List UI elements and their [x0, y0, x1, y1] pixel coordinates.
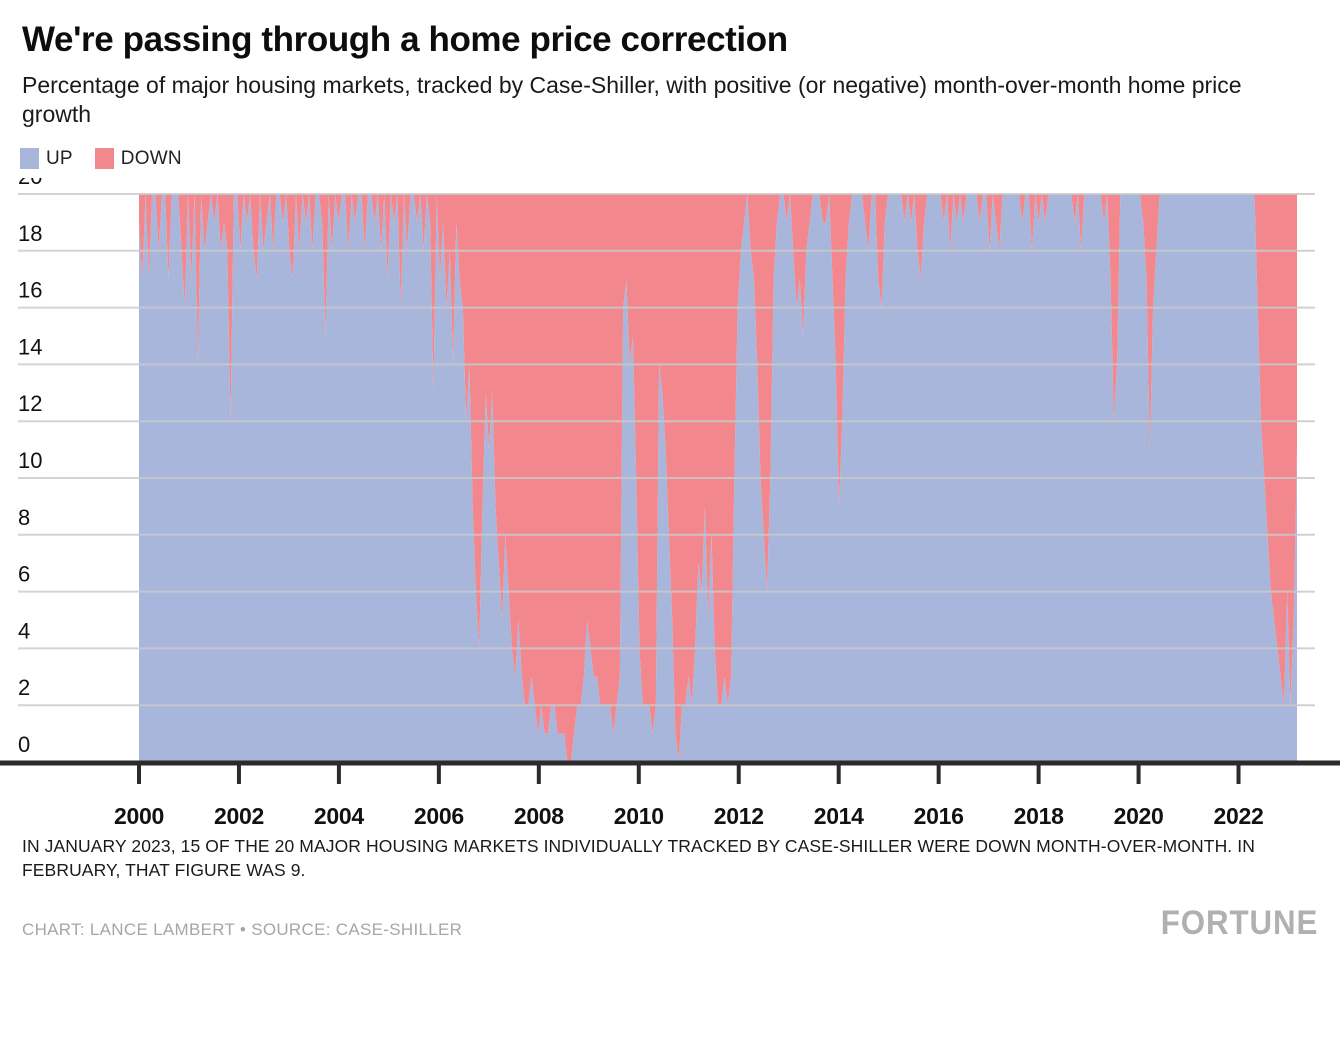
- y-axis-tick-label: 18: [18, 220, 42, 245]
- y-axis-tick-label: 6: [18, 561, 30, 586]
- stacked-area-chart: 0 2 4 6 8 10 12 14 16 18 20 2000 2002 2004 2006 2008 201…: [0, 178, 1340, 828]
- legend-item-down[interactable]: DOWN: [94, 147, 182, 170]
- chart-root: 0 2 4 6 8 10 12 14 16 18 20 2000 2002 2004 2006 2008 201…: [0, 178, 1340, 828]
- chart-header: We're passing through a home price corre…: [0, 0, 1340, 130]
- chart-area: 0 2 4 6 8 10 12 14 16 18 20 2000 2002 2004 2006 2008 201…: [0, 178, 1340, 828]
- y-axis-tick-label: 12: [18, 391, 42, 416]
- x-axis-tick-label: 2004: [314, 803, 364, 828]
- chart-legend: UP DOWN: [0, 130, 1340, 170]
- area-series-up: [139, 193, 1297, 762]
- x-axis-tick-label: 2010: [614, 803, 664, 828]
- x-axis-tick-label: 2000: [114, 803, 164, 828]
- x-axis-tick-label: 2008: [514, 803, 564, 828]
- y-axis-tick-label: 8: [18, 504, 30, 529]
- x-axis-tick-label: 2020: [1114, 803, 1164, 828]
- y-axis-tick-label: 10: [18, 448, 42, 473]
- y-axis-tick-label: 20: [18, 178, 42, 189]
- y-axis-tick-label: 4: [18, 618, 30, 643]
- legend-label: DOWN: [120, 147, 182, 169]
- chart-footnote: IN JANUARY 2023, 15 OF THE 20 MAJOR HOUS…: [22, 835, 1255, 881]
- page-title: We're passing through a home price corre…: [22, 20, 788, 59]
- fortune-logo: FORTUNE: [1160, 904, 1318, 943]
- y-axis-tick-label: 14: [18, 334, 42, 359]
- x-axis-tick-label: 2018: [1014, 803, 1064, 828]
- y-axis-tick-label: 0: [18, 732, 30, 757]
- legend-swatch-down-icon: [94, 148, 114, 170]
- legend-swatch-up-icon: [20, 148, 39, 170]
- chart-subtitle: Percentage of major housing markets, tra…: [22, 71, 1242, 128]
- credits-row: CHART: LANCE LAMBERT • SOURCE: CASE-SHIL…: [0, 883, 1340, 943]
- y-axis-tick-label: 2: [18, 675, 30, 700]
- x-axis-tick-label: 2022: [1214, 803, 1264, 828]
- chart-credits: CHART: LANCE LAMBERT • SOURCE: CASE-SHIL…: [22, 919, 463, 939]
- x-axis-tick-label: 2012: [714, 803, 764, 828]
- x-axis-tick-label: 2002: [214, 803, 264, 828]
- legend-item-up[interactable]: UP: [20, 148, 73, 170]
- y-axis-tick-label: 16: [18, 277, 42, 302]
- x-axis-tick-label: 2014: [814, 803, 864, 828]
- legend-label: UP: [46, 147, 73, 169]
- x-axis-tick-label: 2006: [414, 803, 464, 828]
- x-axis-tick-label: 2016: [914, 803, 964, 828]
